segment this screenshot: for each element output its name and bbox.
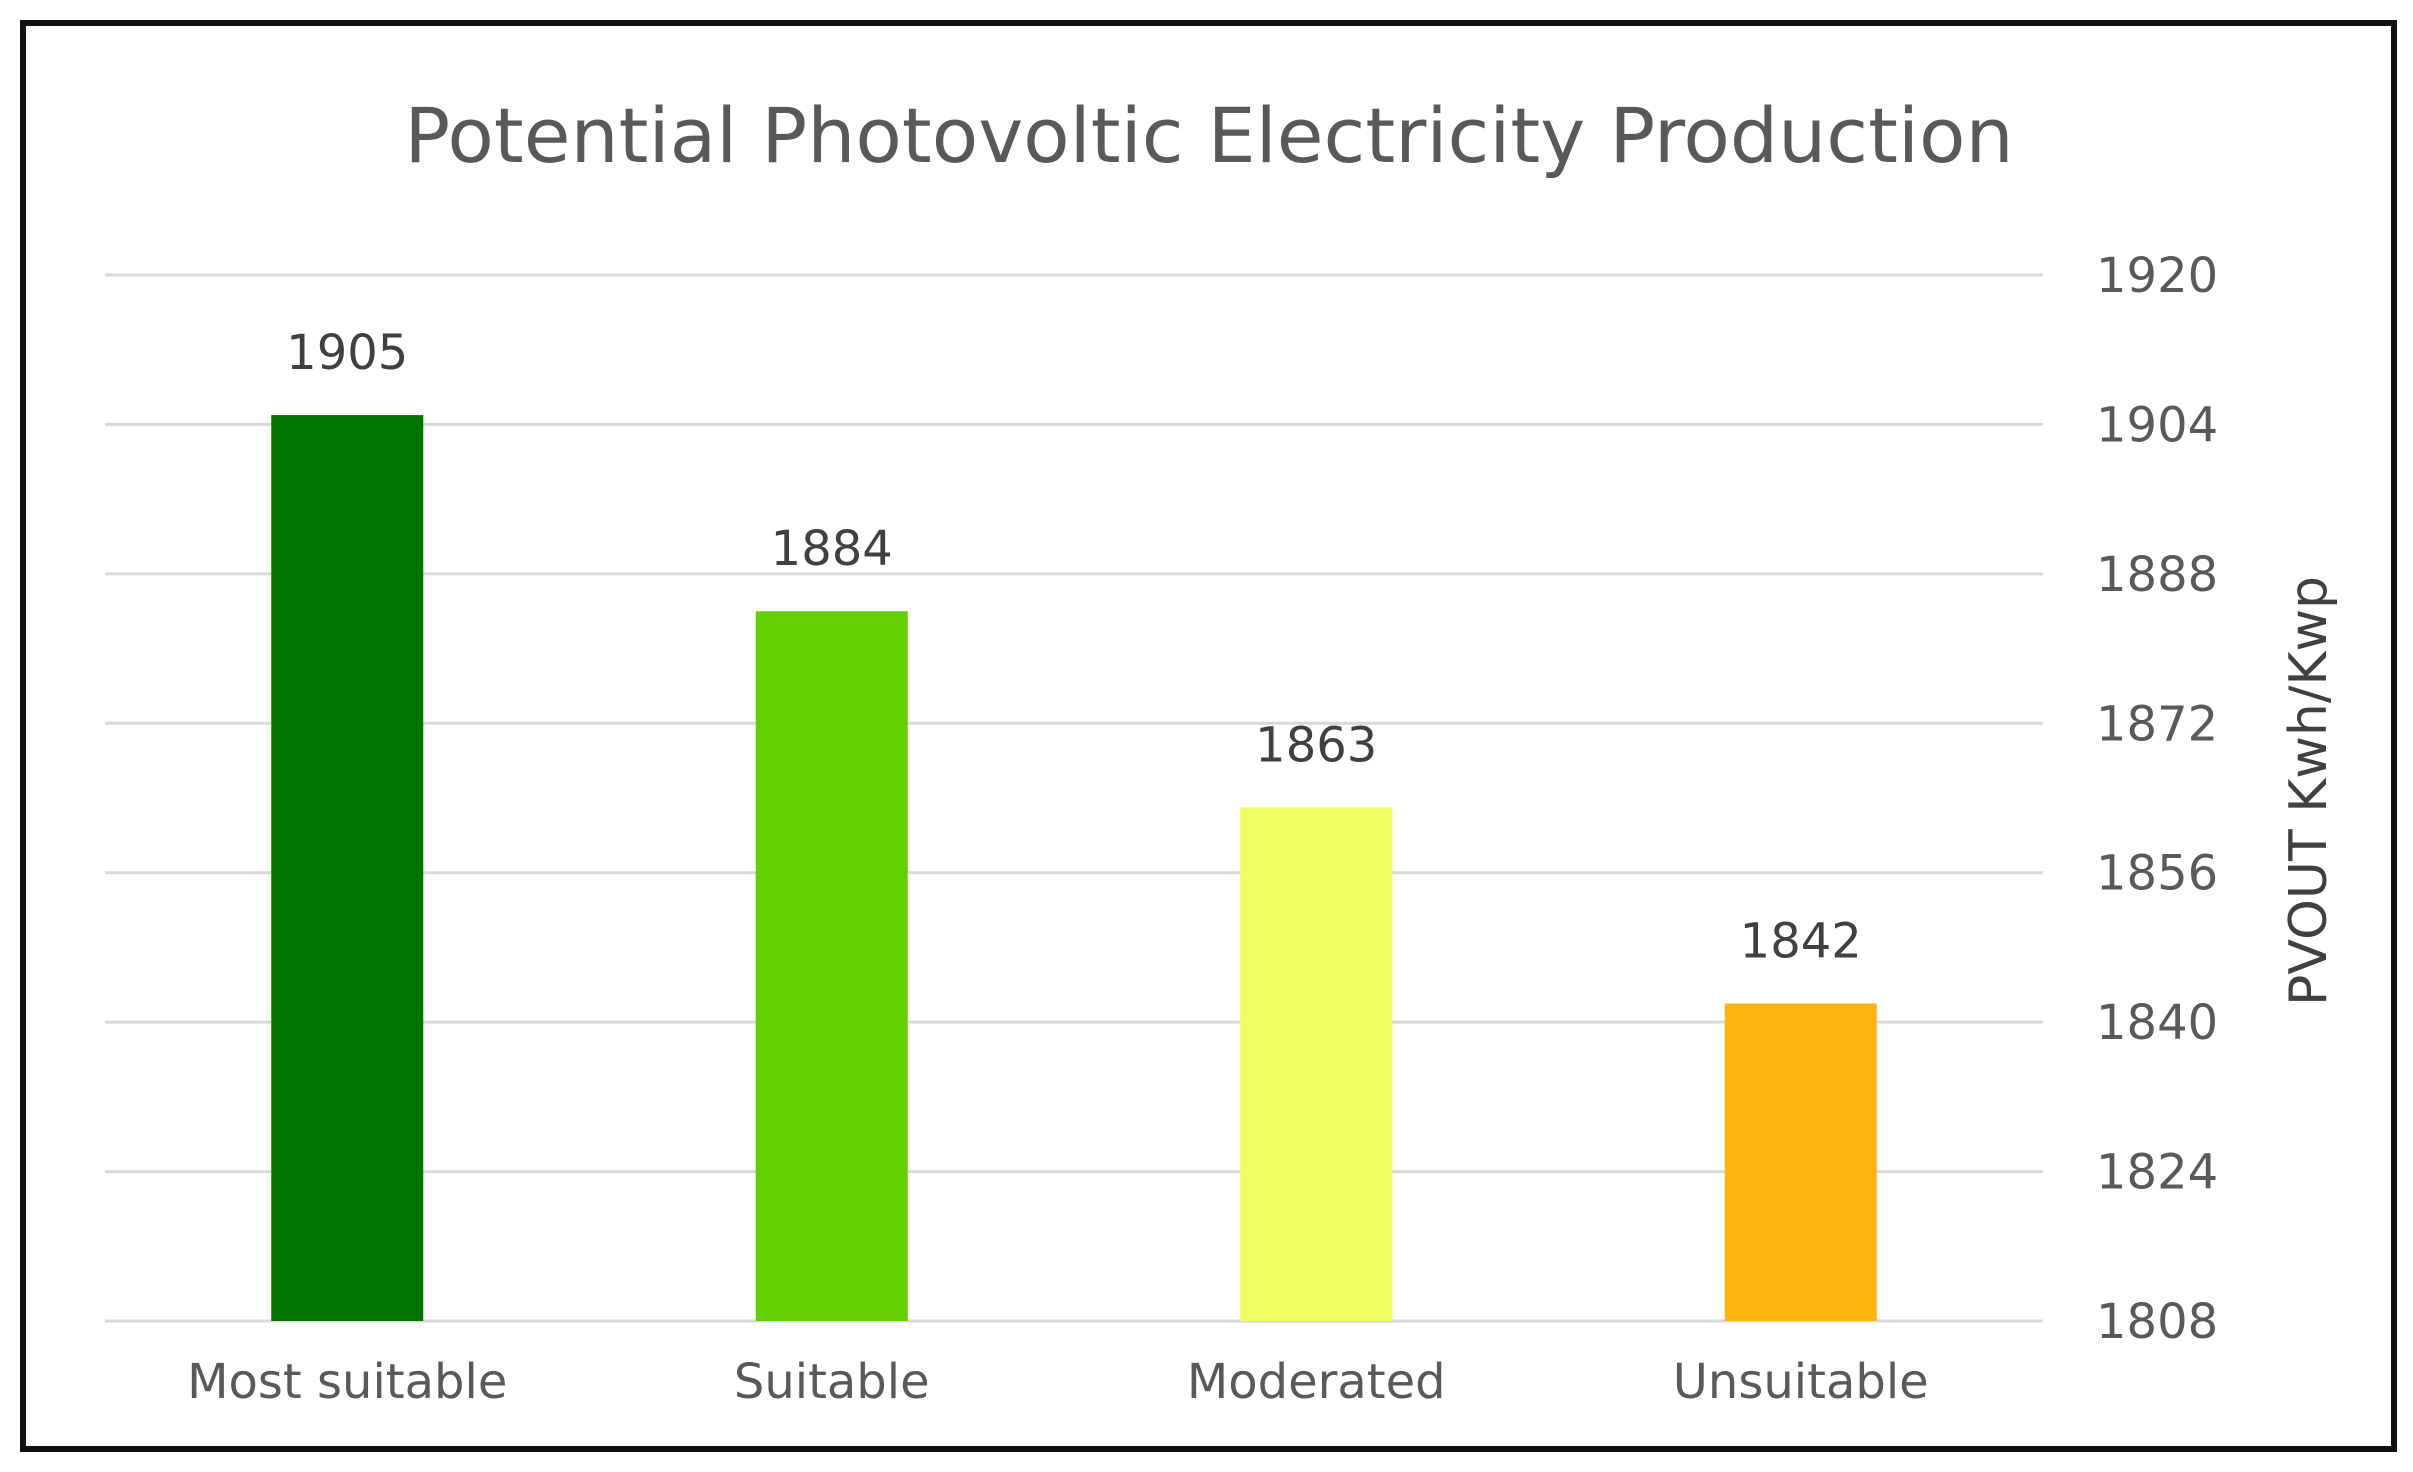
y-tick-label: 1872: [2096, 696, 2218, 752]
bars: [271, 415, 1877, 1321]
y-tick-label: 1888: [2096, 547, 2218, 603]
y-tick-label: 1824: [2096, 1145, 2218, 1201]
gridlines: [105, 273, 2043, 1323]
y-tick-label: 1904: [2096, 397, 2218, 453]
y-tick-label: 1808: [2096, 1294, 2218, 1350]
data-label: 1863: [1255, 717, 1377, 773]
bar: [1724, 1003, 1877, 1321]
x-axis-ticks: Most suitable Suitable Moderated Unsuitable: [187, 1354, 1929, 1410]
bar: [755, 611, 908, 1321]
y-tick-label: 1920: [2096, 248, 2218, 304]
bar: [271, 415, 424, 1321]
y-axis-ticks: 1808 1824 1840 1856 1872 1888 1904 1920: [2096, 248, 2218, 1350]
data-label: 1842: [1740, 913, 1862, 969]
x-tick-label: Most suitable: [187, 1354, 507, 1410]
chart-title: Potential Photovoltic Electricity Produc…: [404, 91, 2013, 180]
x-tick-label: Moderated: [1187, 1354, 1446, 1410]
bar: [1240, 807, 1393, 1321]
y-axis-title: PVOUT Kwh/Kwp: [2279, 576, 2339, 1006]
x-tick-label: Unsuitable: [1673, 1354, 1929, 1410]
y-tick-label: 1840: [2096, 995, 2218, 1051]
data-label: 1884: [771, 521, 893, 577]
y-tick-label: 1856: [2096, 846, 2218, 902]
data-labels: 1905 1884 1863 1842: [286, 325, 1862, 969]
x-tick-label: Suitable: [734, 1354, 930, 1410]
data-label: 1905: [286, 325, 408, 381]
chart-frame: Potential Photovoltic Electricity Produc…: [20, 20, 2397, 1452]
bar-chart: Potential Photovoltic Electricity Produc…: [105, 91, 2339, 1410]
